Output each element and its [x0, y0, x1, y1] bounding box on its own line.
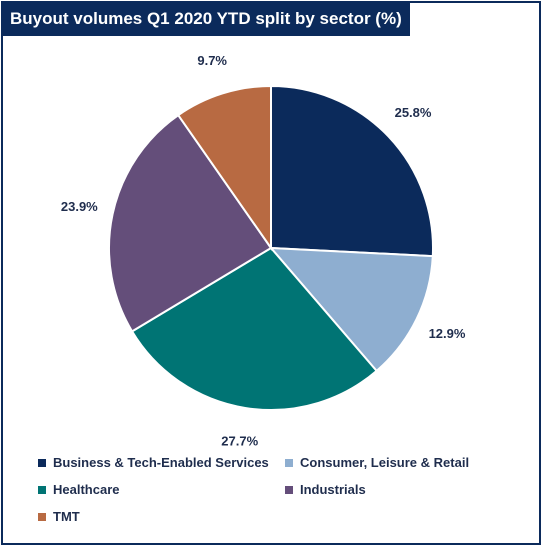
legend-item-healthcare: Healthcare	[38, 482, 119, 497]
data-label-industrials: 23.9%	[61, 199, 98, 214]
data-label-healthcare: 27.7%	[221, 433, 258, 448]
legend-swatch-business-tech	[38, 458, 46, 467]
pie-slice-industrials	[108, 113, 273, 333]
legend-label-tmt: TMT	[53, 509, 80, 524]
data-label-tmt: 9.7%	[197, 53, 227, 68]
pie-slice-tmt	[176, 84, 272, 252]
legend-item-business-tech: Business & Tech-Enabled Services	[38, 455, 269, 470]
pie-slice-healthcare	[130, 246, 379, 411]
pie-slice-business-tech	[270, 84, 434, 258]
data-label-business-tech: 25.8%	[395, 105, 432, 120]
legend-item-tmt: TMT	[38, 509, 80, 524]
legend-label-healthcare: Healthcare	[53, 482, 120, 497]
legend-label-industrials: Industrials	[300, 482, 366, 497]
chart-title: Buyout volumes Q1 2020 YTD split by sect…	[2, 2, 410, 36]
legend-label-consumer: Consumer, Leisure & Retail	[300, 455, 470, 470]
legend-swatch-consumer	[285, 458, 293, 467]
legend-item-consumer: Consumer, Leisure & Retail	[285, 455, 469, 470]
legend-swatch-industrials	[285, 485, 293, 494]
legend-item-industrials: Industrials	[285, 482, 366, 497]
legend-swatch-healthcare	[38, 485, 46, 494]
legend-swatch-tmt	[38, 512, 46, 521]
data-label-consumer: 12.9%	[429, 326, 466, 341]
pie-slice-consumer	[268, 246, 434, 373]
legend-label-business-tech: Business & Tech-Enabled Services	[53, 455, 269, 470]
